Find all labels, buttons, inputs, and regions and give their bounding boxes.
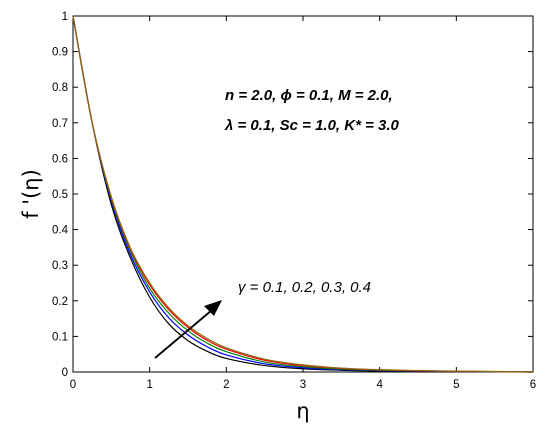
x-tick-label: 4 [376,379,383,391]
y-tick-label: 0.2 [52,296,68,308]
series-line-5 [72,15,534,373]
y-tick-label: 0.6 [52,153,68,165]
y-axis-ticks: 0 0.1 0.2 0.3 0.4 0.5 0.6 0.7 0.8 0.9 1 [52,11,533,379]
x-tick-label: 3 [300,379,306,391]
x-tick-label: 2 [223,379,229,391]
y-tick-label: 0.5 [52,189,68,201]
x-tick-label: 1 [146,379,152,391]
y-tick-label: 0.1 [52,331,68,343]
x-tick-label: 5 [453,379,459,391]
plot-area [72,15,534,373]
arrow-head [204,300,222,316]
y-tick-label: 0.7 [52,118,68,130]
x-tick-label: 6 [530,379,536,391]
y-tick-label: 0 [62,367,68,379]
y-tick-label: 0.9 [52,47,68,59]
parameter-line-1: n = 2.0, ϕ = 0.1, M = 2.0, [225,87,393,104]
y-axis-label: f '(η) [19,169,43,219]
y-tick-label: 0.8 [52,82,68,94]
x-tick-label: 0 [70,379,76,391]
x-axis-label: η [296,399,309,423]
parameter-line-2: λ = 0.1, Sc = 1.0, K* = 3.0 [224,117,400,134]
series-group [72,15,534,373]
arrow-annotation-label: γ = 0.1, 0.2, 0.3, 0.4 [238,279,371,296]
y-tick-label: 1 [62,11,68,23]
arrow-line [154,309,213,359]
y-tick-label: 0.3 [52,260,68,272]
y-tick-label: 0.4 [52,225,69,237]
